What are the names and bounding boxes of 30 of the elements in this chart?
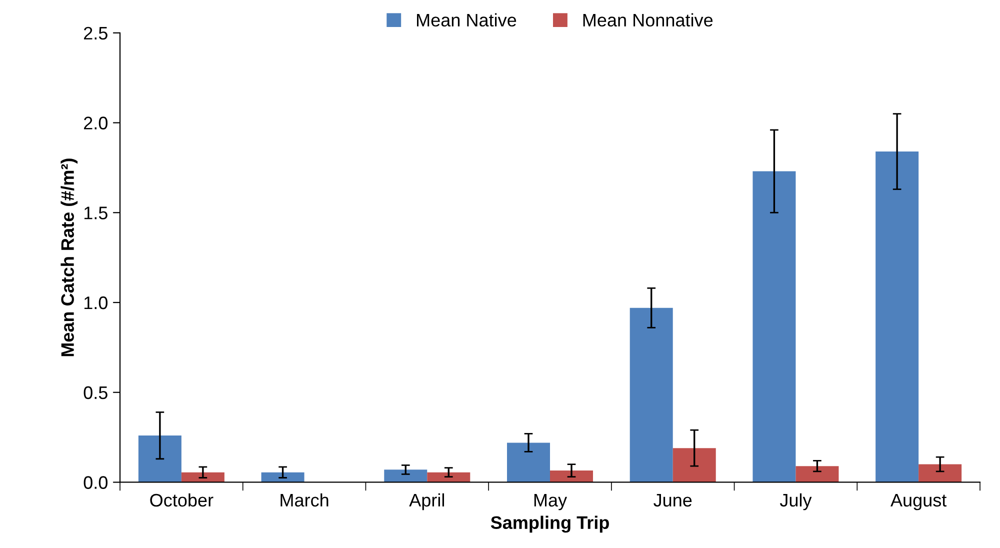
bar [752, 171, 796, 482]
legend-label: Mean Nonnative [583, 13, 713, 27]
y-tick-label: 0.0 [84, 476, 108, 489]
bar [630, 308, 673, 482]
bar [138, 436, 182, 482]
bar [507, 442, 550, 482]
y-tick-label: 1.5 [84, 206, 108, 220]
x-tick-label: June [654, 494, 692, 507]
x-tick-label: August [890, 494, 947, 510]
bar [261, 472, 304, 482]
x-tick-label: April [409, 493, 444, 510]
legend-label: Mean Native [417, 13, 516, 27]
y-axis-title: Mean Catch Rate (#/m²) [60, 158, 78, 356]
bar [876, 152, 919, 482]
bar [181, 472, 224, 482]
x-tick-label: July [780, 493, 812, 510]
x-tick-label: May [534, 494, 568, 510]
x-tick-label: March [280, 493, 328, 507]
bar [427, 472, 470, 482]
y-tick-label: 2.0 [84, 116, 108, 130]
bar [550, 470, 593, 482]
x-tick-label: October [150, 493, 214, 507]
bar [918, 464, 962, 482]
y-tick-label: 1.0 [84, 296, 108, 310]
y-tick-label: 2.5 [84, 26, 108, 40]
x-axis-title: Sampling Trip [490, 516, 609, 533]
y-tick-label: 0.5 [84, 386, 108, 400]
bar [384, 470, 428, 482]
bar [796, 466, 839, 482]
bar [672, 448, 716, 482]
